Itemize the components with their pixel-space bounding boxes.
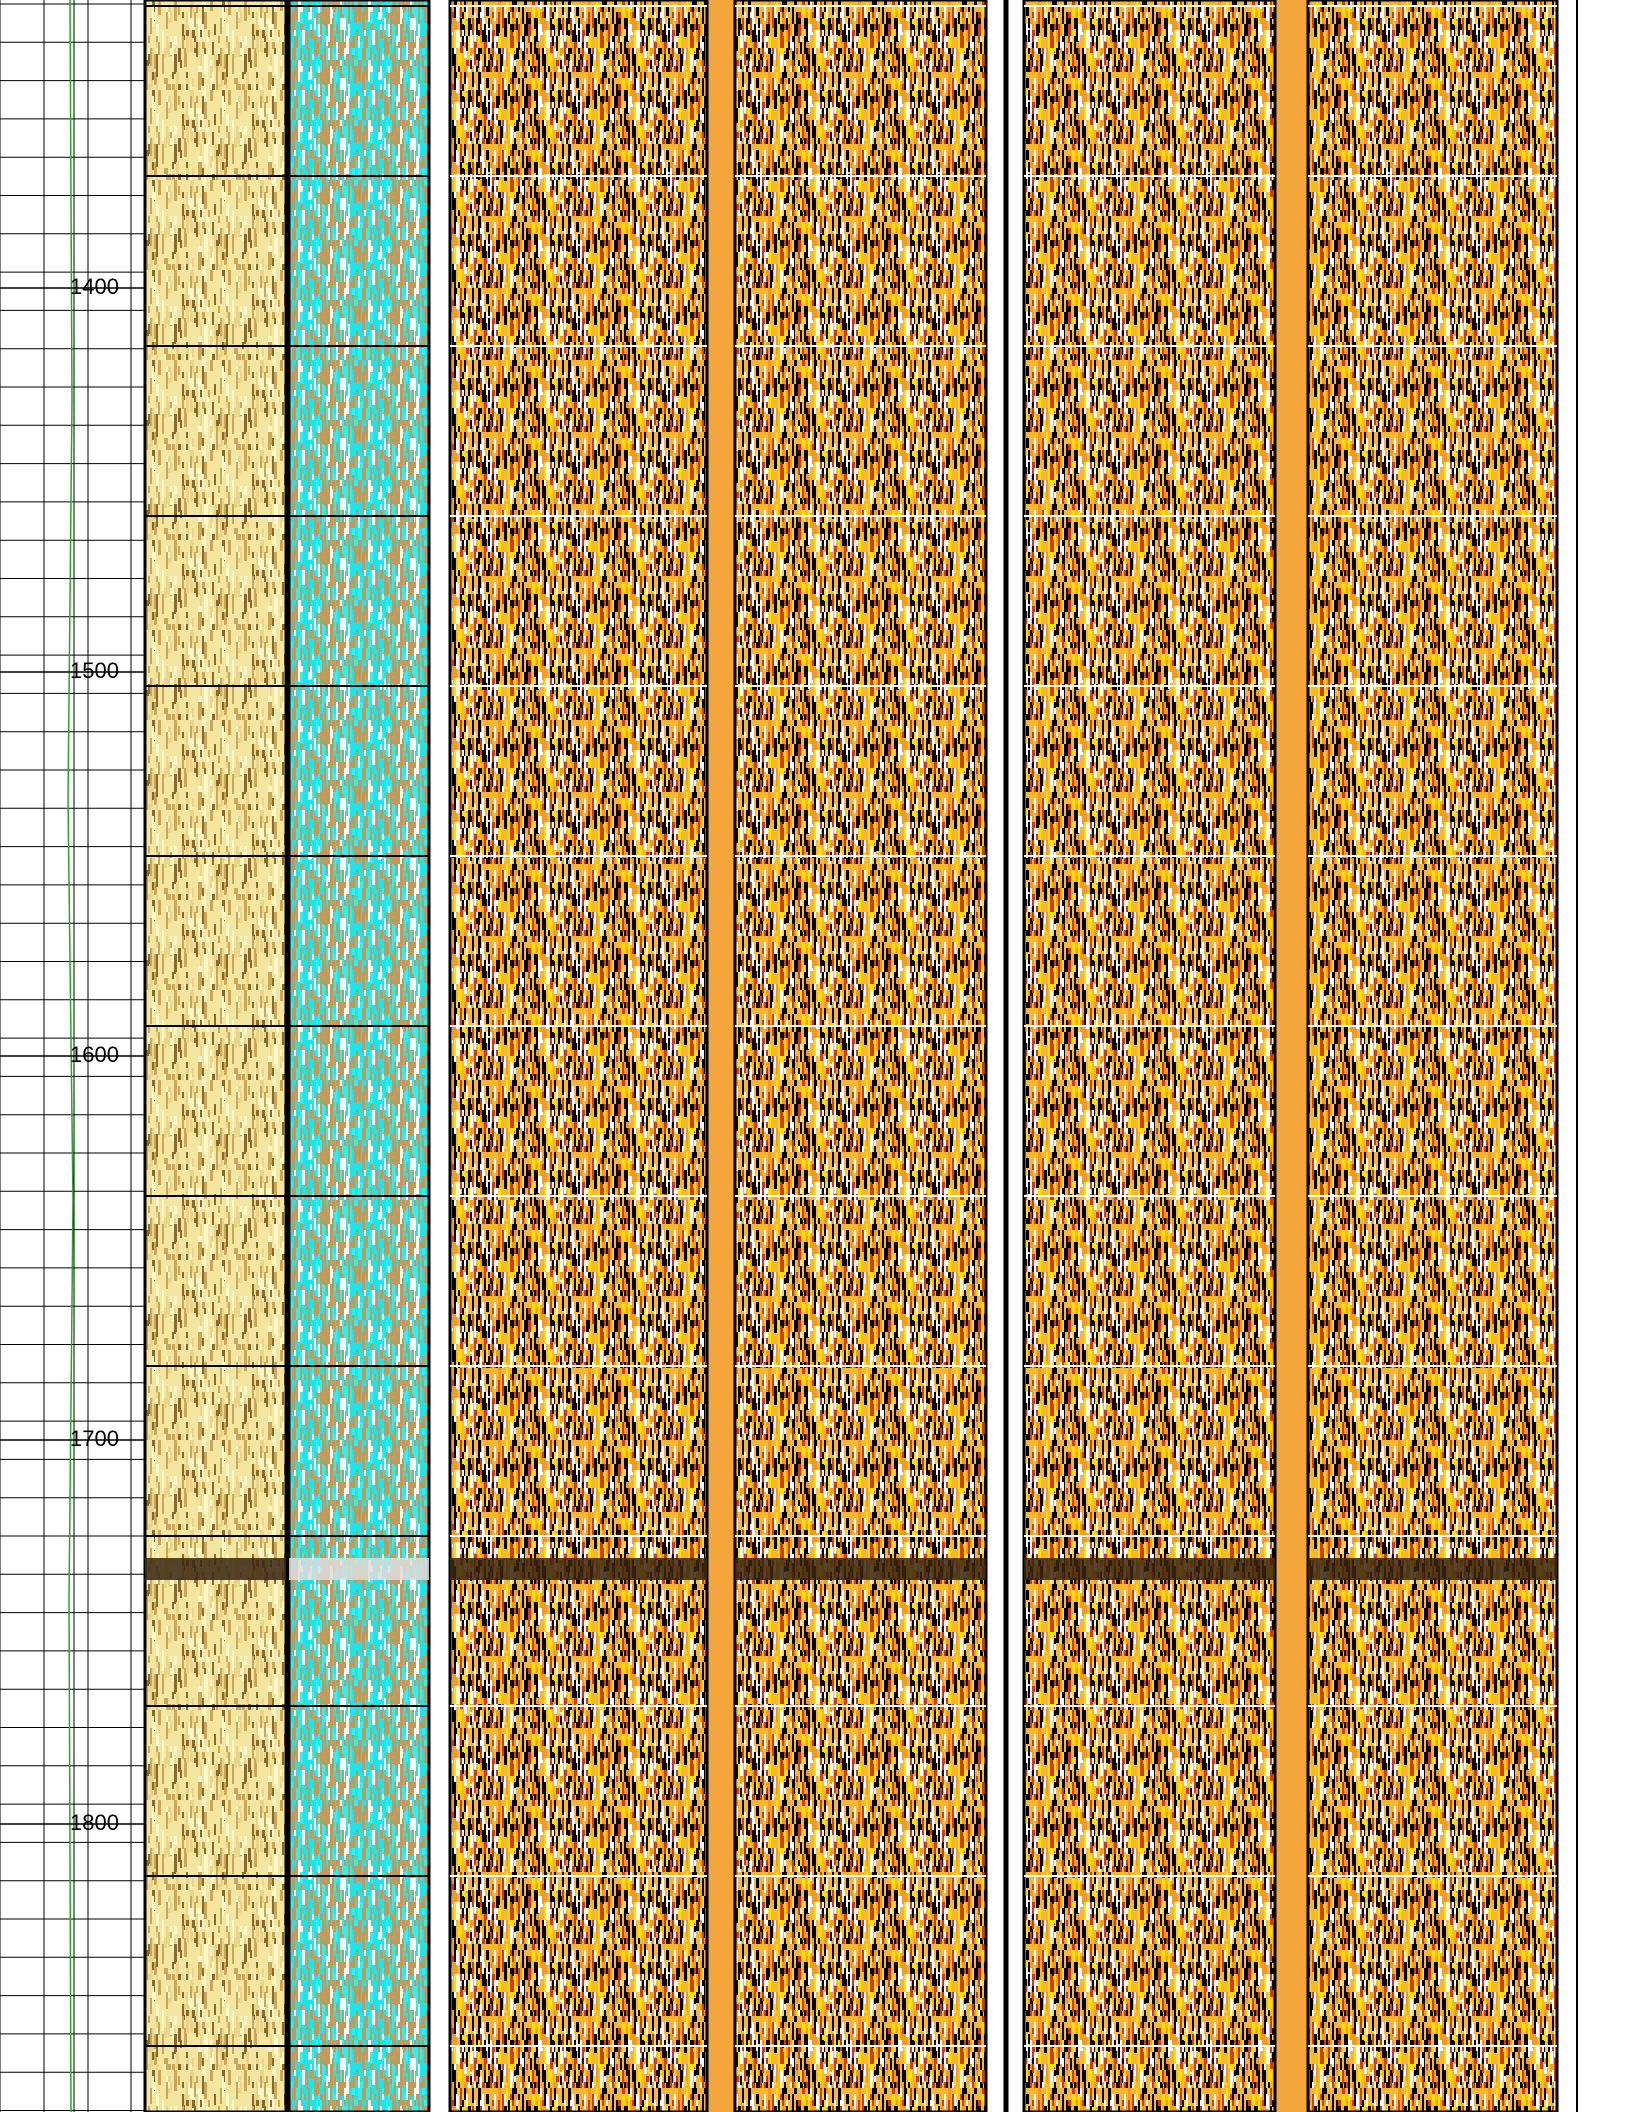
track-border [287, 0, 431, 2112]
dark-band [289, 1558, 429, 1580]
gap [1275, 0, 1308, 2112]
dark-band [1024, 1558, 1275, 1580]
image-track [450, 0, 707, 2112]
track-border [448, 0, 709, 2112]
depth-label: 1400 [70, 274, 119, 299]
curve [67, 0, 74, 2112]
dark-band [735, 1558, 986, 1580]
depth-labels: 1400 1500 1600 1700 1800 [0, 274, 145, 1835]
image-track [1308, 0, 1557, 2112]
depth-label: 1700 [70, 1426, 119, 1451]
image-track [145, 0, 286, 2112]
dark-band [1308, 1558, 1557, 1580]
depth-label: 1500 [70, 658, 119, 683]
track-border [1022, 0, 1277, 2112]
depth-label: 1600 [70, 1042, 119, 1067]
track-border [1306, 0, 1559, 2112]
image-track [1024, 0, 1275, 2112]
image-tracks [143, 0, 1578, 2112]
gap [707, 0, 735, 2112]
image-track [735, 0, 986, 2112]
image-track [289, 0, 429, 2112]
dark-band [145, 1558, 286, 1580]
track-border [733, 0, 988, 2112]
depth-label: 1800 [70, 1810, 119, 1835]
dark-band [450, 1558, 707, 1580]
